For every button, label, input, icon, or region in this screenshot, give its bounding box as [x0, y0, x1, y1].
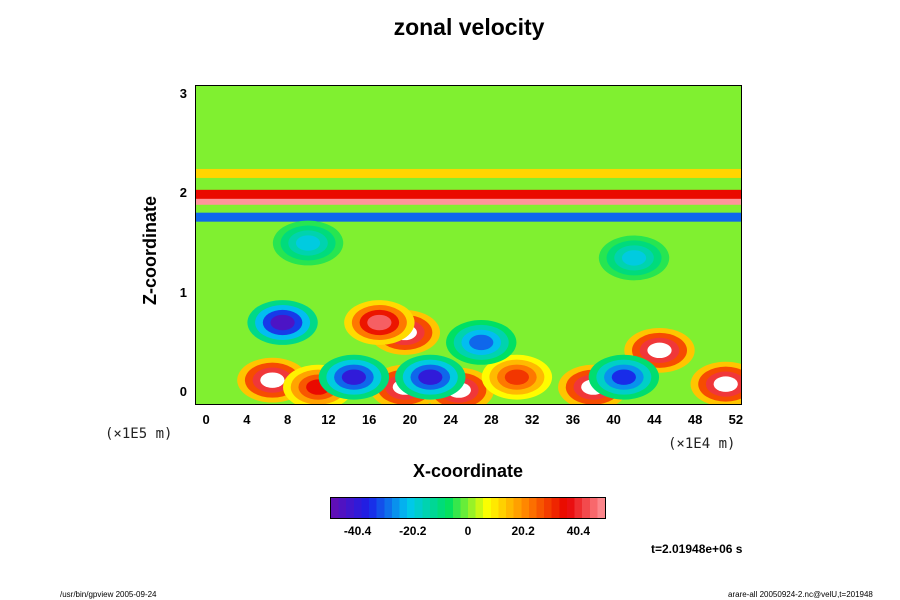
x-scale-label: (×1E4 m) [668, 436, 736, 452]
x-tick-label: 4 [243, 412, 251, 427]
y-scale-label: (×1E5 m) [105, 426, 173, 442]
velocity-feature-16 [598, 235, 670, 281]
x-tick-label: 40 [606, 412, 621, 427]
velocity-feature-14 [446, 319, 517, 365]
time-label: t=2.01948e+06 s [651, 542, 743, 556]
x-tick-label: 52 [728, 412, 744, 427]
velocity-feature-8 [690, 361, 741, 404]
velocity-feature-11 [318, 354, 390, 400]
velocity-band-3 [196, 168, 741, 178]
velocity-feature-3 [344, 300, 415, 345]
colorbar-tick-label: 20.2 [511, 524, 535, 538]
y-tick-label: 3 [179, 85, 187, 101]
velocity-band-0 [196, 195, 741, 205]
y-axis-label: Z-coordinate [140, 195, 160, 305]
plot-area [195, 85, 742, 405]
x-tick-label: 20 [402, 412, 418, 427]
colorbar-tick-label: -40.4 [343, 524, 372, 538]
heatmap-svg [196, 86, 741, 404]
x-tick-label: 16 [361, 412, 377, 427]
y-tick-label: 1 [179, 284, 187, 300]
velocity-band-1 [196, 189, 741, 199]
colorbar [330, 497, 606, 519]
chart-title: zonal velocity [393, 14, 545, 40]
x-tick-label: 36 [565, 412, 581, 427]
colorbar-tick-label: -20.2 [399, 524, 427, 538]
x-tick-label: 28 [484, 412, 499, 427]
y-tick-label: 0 [179, 384, 187, 400]
x-tick-label: 8 [284, 412, 292, 427]
x-tick-label: 32 [524, 412, 540, 427]
footer-right: arare-all 20050924-2.nc@velU,t=201948 [728, 590, 873, 599]
velocity-feature-15 [272, 220, 344, 266]
x-tick-label: 12 [321, 412, 336, 427]
footer-left: /usr/bin/gpview 2005-09-24 [60, 590, 157, 599]
x-tick-label: 48 [687, 412, 703, 427]
x-tick-label: 0 [202, 412, 210, 427]
x-axis-label: X-coordinate [412, 461, 523, 481]
colorbar-tick-label: 0 [464, 524, 472, 538]
velocity-feature-9 [481, 354, 553, 400]
y-tick-label: 2 [179, 185, 187, 201]
colorbar-tick-label: 40.4 [566, 524, 591, 538]
velocity-band-2 [196, 212, 741, 222]
x-tick-label: 24 [443, 412, 458, 427]
velocity-feature-13 [588, 354, 660, 400]
velocity-feature-12 [395, 354, 466, 400]
velocity-feature-10 [247, 300, 318, 345]
x-tick-label: 44 [647, 412, 662, 427]
